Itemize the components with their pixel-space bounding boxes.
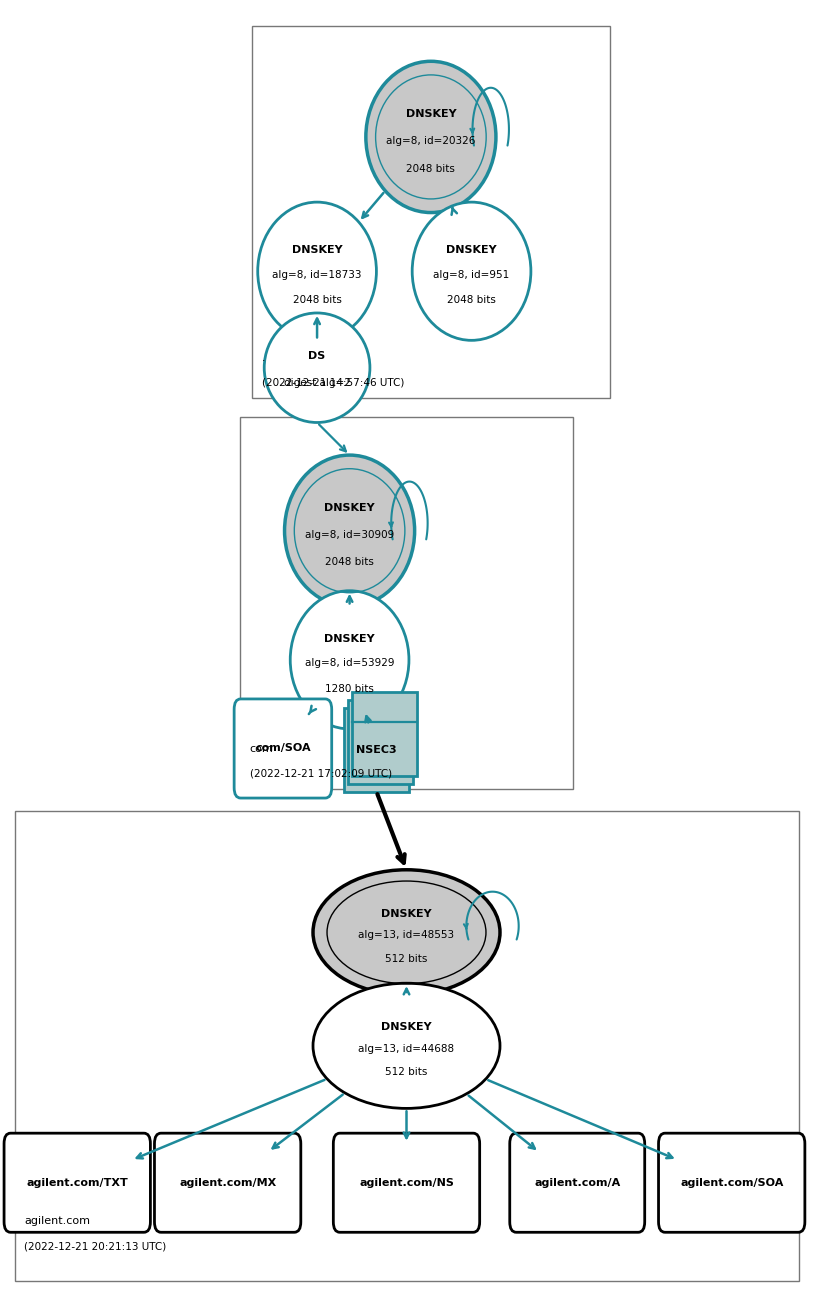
Bar [344,708,409,792]
Text: digest alg=2: digest alg=2 [284,378,350,389]
Text: NSEC3: NSEC3 [356,745,397,755]
FancyBboxPatch shape [234,699,332,798]
FancyBboxPatch shape [240,417,573,789]
Text: .: . [262,352,265,363]
Text: agilent.com/A: agilent.com/A [534,1178,620,1188]
Ellipse shape [366,61,496,213]
Text: DNSKEY: DNSKEY [324,634,375,644]
Text: DS: DS [308,351,326,361]
Text: (2022-12-21 20:21:13 UTC): (2022-12-21 20:21:13 UTC) [24,1241,167,1252]
Ellipse shape [412,202,531,340]
Text: alg=13, id=48553: alg=13, id=48553 [359,931,454,940]
Text: agilent.com/MX: agilent.com/MX [179,1178,276,1188]
Text: 2048 bits: 2048 bits [447,295,496,305]
Text: alg=8, id=951: alg=8, id=951 [433,270,510,279]
Text: agilent.com/SOA: agilent.com/SOA [680,1178,784,1188]
FancyBboxPatch shape [252,26,610,398]
FancyBboxPatch shape [4,1133,150,1232]
Bar [348,700,413,784]
Text: DNSKEY: DNSKEY [292,245,342,256]
Text: (2022-12-21 17:02:09 UTC): (2022-12-21 17:02:09 UTC) [250,768,392,778]
Text: 512 bits: 512 bits [385,953,428,964]
Ellipse shape [264,313,370,422]
Text: com/SOA: com/SOA [255,743,311,754]
Text: DNSKEY: DNSKEY [406,110,456,119]
FancyBboxPatch shape [510,1133,645,1232]
FancyBboxPatch shape [659,1133,805,1232]
FancyBboxPatch shape [154,1133,301,1232]
Bar [352,692,417,776]
Text: (2022-12-21 14:57:46 UTC): (2022-12-21 14:57:46 UTC) [262,377,404,387]
Ellipse shape [258,202,376,340]
Text: 2048 bits: 2048 bits [406,164,455,173]
Text: alg=8, id=18733: alg=8, id=18733 [272,270,362,279]
Text: 512 bits: 512 bits [385,1067,428,1077]
FancyBboxPatch shape [15,811,799,1281]
Text: agilent.com: agilent.com [24,1215,90,1226]
Text: alg=13, id=44688: alg=13, id=44688 [359,1045,454,1054]
Text: agilent.com/NS: agilent.com/NS [359,1178,454,1188]
Text: DNSKEY: DNSKEY [381,909,432,918]
Text: DNSKEY: DNSKEY [446,245,497,256]
Ellipse shape [313,983,500,1108]
Text: agilent.com/TXT: agilent.com/TXT [26,1178,128,1188]
Text: alg=8, id=20326: alg=8, id=20326 [386,136,476,146]
Text: com: com [250,743,273,754]
Text: 2048 bits: 2048 bits [325,558,374,567]
Text: DNSKEY: DNSKEY [381,1022,432,1031]
Ellipse shape [313,870,500,995]
Text: alg=8, id=53929: alg=8, id=53929 [305,659,394,668]
Ellipse shape [290,591,409,729]
FancyBboxPatch shape [333,1133,480,1232]
Text: 1280 bits: 1280 bits [325,683,374,694]
Text: alg=8, id=30909: alg=8, id=30909 [305,529,394,540]
Ellipse shape [285,455,415,606]
Text: 2048 bits: 2048 bits [293,295,341,305]
Text: DNSKEY: DNSKEY [324,503,375,512]
